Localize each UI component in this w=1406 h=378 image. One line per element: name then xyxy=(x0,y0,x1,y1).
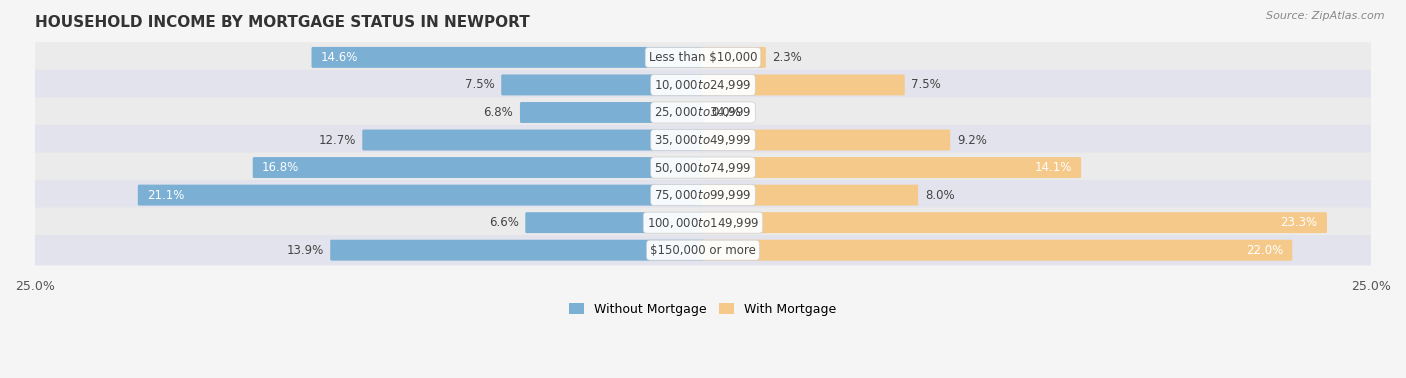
Text: 7.5%: 7.5% xyxy=(911,78,941,91)
FancyBboxPatch shape xyxy=(702,74,904,95)
Text: $75,000 to $99,999: $75,000 to $99,999 xyxy=(654,188,752,202)
Text: Source: ZipAtlas.com: Source: ZipAtlas.com xyxy=(1267,11,1385,21)
Text: 21.1%: 21.1% xyxy=(148,189,184,201)
Text: 23.3%: 23.3% xyxy=(1281,216,1317,229)
FancyBboxPatch shape xyxy=(17,208,1389,238)
FancyBboxPatch shape xyxy=(17,42,1389,73)
Text: 7.5%: 7.5% xyxy=(465,78,495,91)
FancyBboxPatch shape xyxy=(330,240,704,261)
FancyBboxPatch shape xyxy=(702,47,766,68)
FancyBboxPatch shape xyxy=(17,97,1389,128)
Text: 12.7%: 12.7% xyxy=(318,133,356,147)
FancyBboxPatch shape xyxy=(17,235,1389,265)
FancyBboxPatch shape xyxy=(526,212,704,233)
Text: HOUSEHOLD INCOME BY MORTGAGE STATUS IN NEWPORT: HOUSEHOLD INCOME BY MORTGAGE STATUS IN N… xyxy=(35,15,530,30)
FancyBboxPatch shape xyxy=(702,240,1292,261)
FancyBboxPatch shape xyxy=(253,157,704,178)
Text: 16.8%: 16.8% xyxy=(262,161,299,174)
FancyBboxPatch shape xyxy=(702,184,918,206)
Text: $35,000 to $49,999: $35,000 to $49,999 xyxy=(654,133,752,147)
Text: $25,000 to $34,999: $25,000 to $34,999 xyxy=(654,105,752,119)
Text: 2.3%: 2.3% xyxy=(772,51,803,64)
Text: 14.1%: 14.1% xyxy=(1035,161,1071,174)
FancyBboxPatch shape xyxy=(363,130,704,150)
Text: 22.0%: 22.0% xyxy=(1246,244,1282,257)
Text: 8.0%: 8.0% xyxy=(925,189,955,201)
FancyBboxPatch shape xyxy=(17,180,1389,210)
FancyBboxPatch shape xyxy=(312,47,704,68)
Text: $100,000 to $149,999: $100,000 to $149,999 xyxy=(647,215,759,230)
FancyBboxPatch shape xyxy=(17,70,1389,100)
Text: $10,000 to $24,999: $10,000 to $24,999 xyxy=(654,78,752,92)
Text: 6.6%: 6.6% xyxy=(489,216,519,229)
Legend: Without Mortgage, With Mortgage: Without Mortgage, With Mortgage xyxy=(564,298,842,321)
FancyBboxPatch shape xyxy=(702,212,1327,233)
FancyBboxPatch shape xyxy=(17,152,1389,183)
FancyBboxPatch shape xyxy=(702,157,1081,178)
Text: Less than $10,000: Less than $10,000 xyxy=(648,51,758,64)
Text: 13.9%: 13.9% xyxy=(287,244,323,257)
Text: 0.0%: 0.0% xyxy=(711,106,741,119)
FancyBboxPatch shape xyxy=(702,130,950,150)
Text: 9.2%: 9.2% xyxy=(957,133,987,147)
Text: $150,000 or more: $150,000 or more xyxy=(650,244,756,257)
FancyBboxPatch shape xyxy=(138,184,704,206)
Text: 14.6%: 14.6% xyxy=(321,51,359,64)
Text: $50,000 to $74,999: $50,000 to $74,999 xyxy=(654,161,752,175)
FancyBboxPatch shape xyxy=(502,74,704,95)
Text: 6.8%: 6.8% xyxy=(484,106,513,119)
FancyBboxPatch shape xyxy=(17,125,1389,155)
FancyBboxPatch shape xyxy=(520,102,704,123)
